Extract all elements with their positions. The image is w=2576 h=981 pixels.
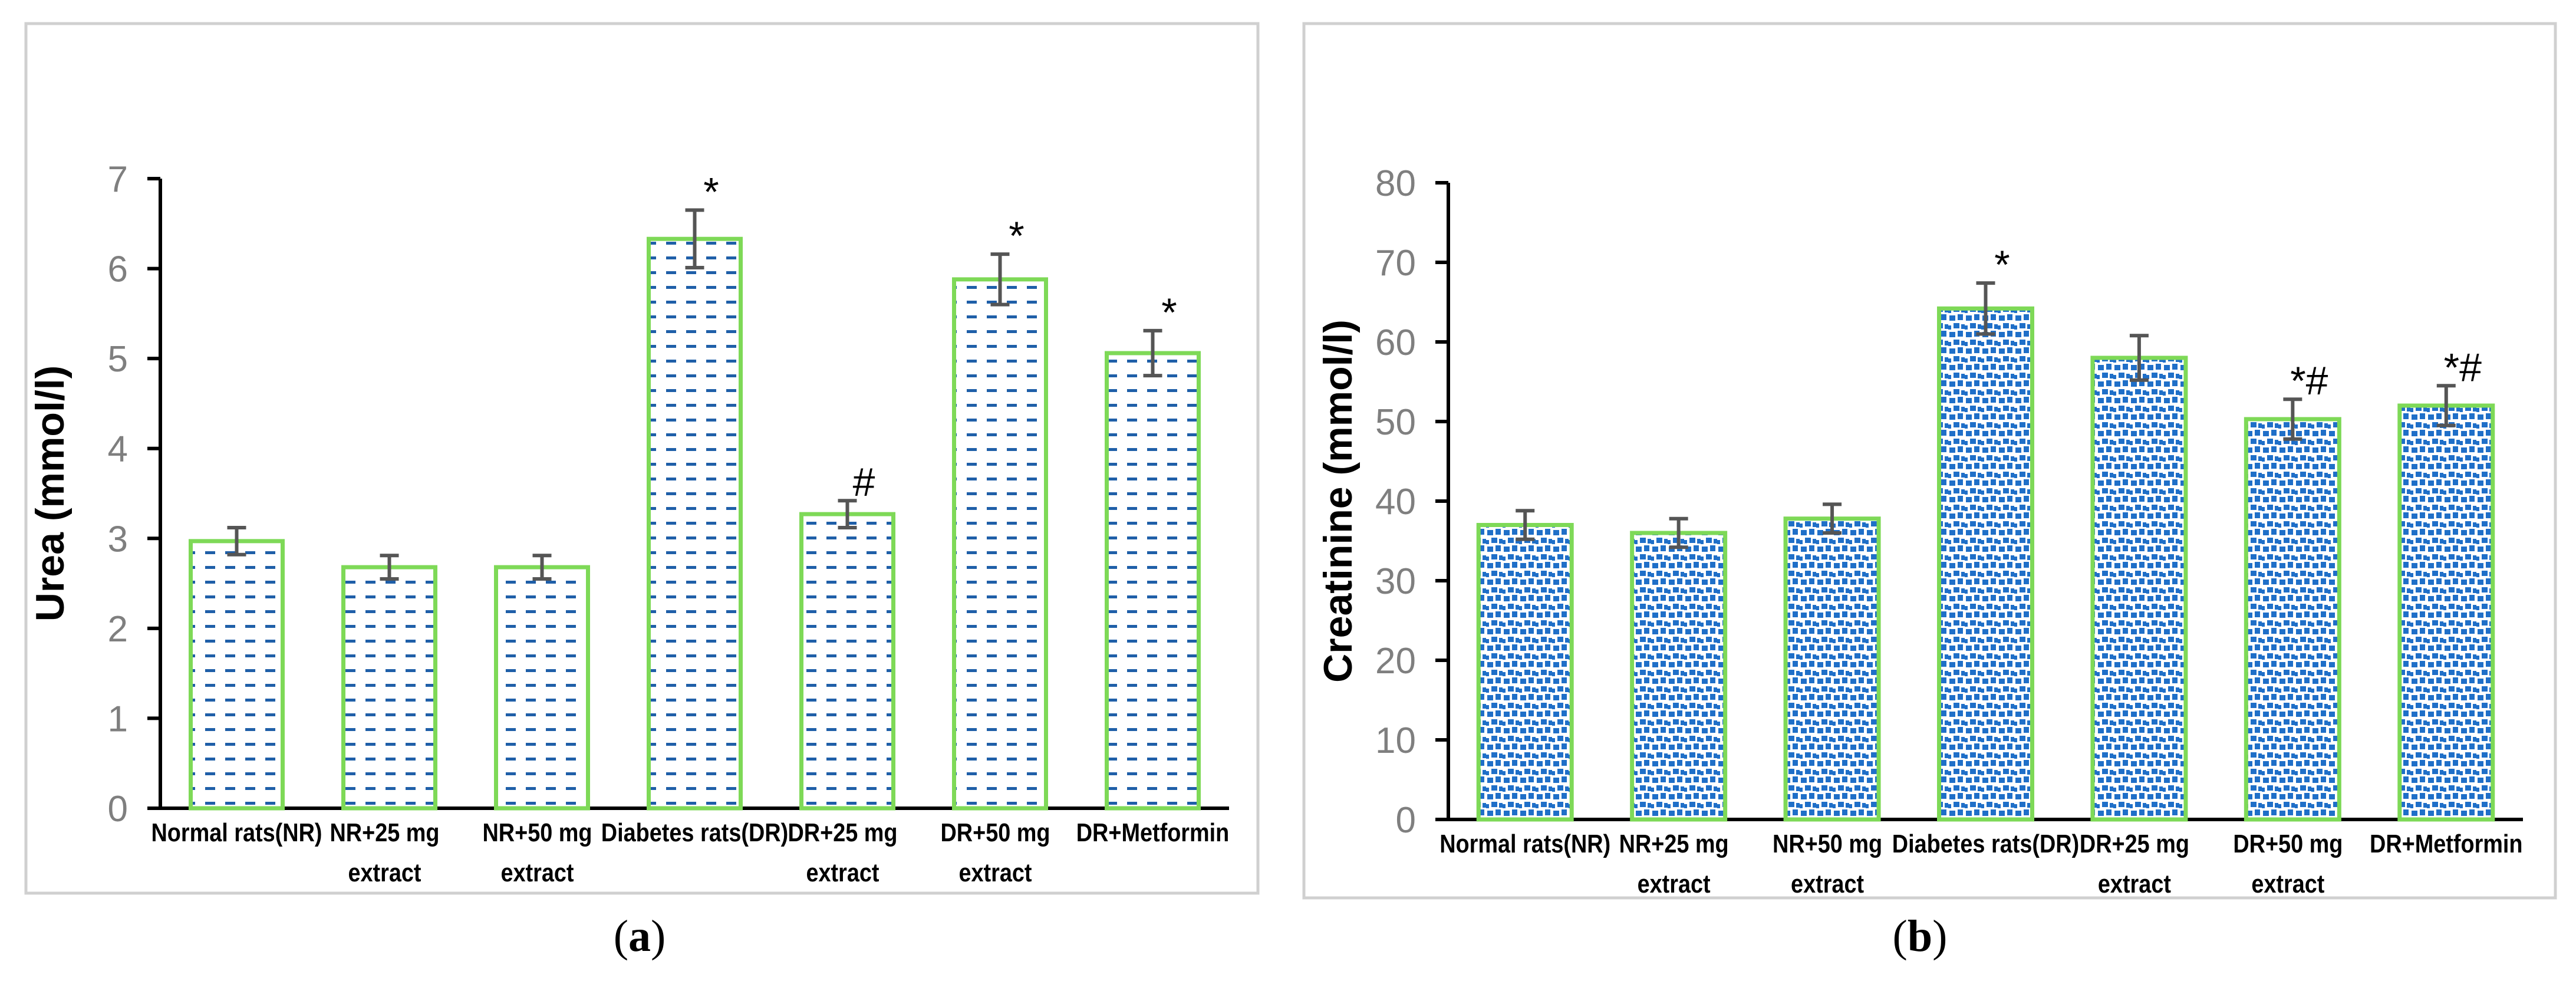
bar bbox=[189, 539, 285, 811]
x-category-label: Normal rats(NR) bbox=[151, 818, 322, 847]
x-category-label: DR+50 mg bbox=[940, 818, 1050, 847]
y-axis-title: Creatinine (mmol/l) bbox=[1316, 320, 1361, 683]
x-category-label: Diabetes rats(DR) bbox=[601, 818, 788, 847]
panel-caption-a: (a) bbox=[613, 911, 666, 961]
x-category-label: extract bbox=[958, 858, 1032, 887]
x-category-label: extract bbox=[1638, 869, 1711, 898]
y-tick-label: 1 bbox=[108, 699, 128, 739]
x-category-label: NR+25 mg bbox=[330, 818, 439, 847]
y-tick-label: 0 bbox=[108, 789, 128, 829]
urea-chart: 0 1 2 3 4 5 6 7 Urea (mmol/l) Normal rats(NR) NR+2… bbox=[24, 22, 1260, 895]
bar bbox=[952, 277, 1048, 811]
y-axis-title: Urea (mmol/l) bbox=[28, 366, 73, 622]
bar bbox=[647, 236, 743, 811]
bar bbox=[1937, 306, 2034, 822]
y-tick-label: 0 bbox=[1396, 800, 1416, 841]
x-category-label: DR+25 mg bbox=[788, 818, 897, 847]
bar bbox=[1783, 516, 1881, 822]
x-category-label: NR+50 mg bbox=[482, 818, 592, 847]
x-category-label: DR+Metformin bbox=[2370, 829, 2523, 858]
bar bbox=[799, 512, 895, 811]
bar bbox=[494, 565, 590, 811]
significance-marker: * bbox=[1994, 242, 2010, 287]
significance-marker: *# bbox=[2444, 345, 2482, 390]
y-tick-label: 40 bbox=[1375, 482, 1416, 522]
significance-marker: # bbox=[853, 460, 875, 505]
x-category-label: DR+50 mg bbox=[2233, 829, 2343, 858]
x-category-label: extract bbox=[806, 858, 879, 887]
y-tick-label: 30 bbox=[1375, 561, 1416, 602]
y-tick-label: 50 bbox=[1375, 402, 1416, 443]
x-category-label: extract bbox=[1791, 869, 1864, 898]
y-tick-label: 10 bbox=[1375, 720, 1416, 761]
bar bbox=[2397, 403, 2495, 822]
bar bbox=[1630, 531, 1728, 822]
y-tick-label: 70 bbox=[1375, 243, 1416, 284]
y-tick-label: 2 bbox=[108, 609, 128, 650]
y-tick-label: 6 bbox=[108, 249, 128, 290]
y-tick-label: 60 bbox=[1375, 322, 1416, 363]
chart-panel-a: 0 1 2 3 4 5 6 7 Urea (mmol/l) Normal rats(NR) NR+2… bbox=[24, 22, 1260, 961]
y-tick-label: 4 bbox=[108, 429, 128, 470]
x-category-label: extract bbox=[348, 858, 421, 887]
creatinine-chart: 0 10 20 30 40 50 60 70 80 Creatinine (mmol/l) Norm… bbox=[1302, 22, 2557, 900]
bar bbox=[1476, 523, 1574, 822]
significance-marker: * bbox=[1009, 213, 1024, 258]
bar bbox=[2090, 355, 2188, 822]
significance-marker: * bbox=[1161, 290, 1177, 335]
x-category-label: NR+50 mg bbox=[1773, 829, 1882, 858]
x-category-label: Normal rats(NR) bbox=[1439, 829, 1610, 858]
x-category-label: extract bbox=[2098, 869, 2171, 898]
chart-panel-b: 0 10 20 30 40 50 60 70 80 Creatinine (mmol/l) Norm… bbox=[1288, 0, 2576, 981]
panel-caption-b: (b) bbox=[1892, 911, 1948, 961]
bar bbox=[341, 565, 437, 811]
y-tick-label: 80 bbox=[1375, 163, 1416, 204]
y-tick-label: 5 bbox=[108, 339, 128, 380]
significance-marker: *# bbox=[2290, 358, 2328, 403]
x-category-label: Diabetes rats(DR) bbox=[1892, 829, 2079, 858]
x-category-label: DR+Metformin bbox=[1076, 818, 1230, 847]
x-category-label: NR+25 mg bbox=[1619, 829, 1729, 858]
y-tick-label: 3 bbox=[108, 519, 128, 559]
x-category-label: extract bbox=[500, 858, 574, 887]
bar bbox=[2244, 417, 2341, 822]
significance-marker: * bbox=[703, 169, 719, 214]
x-category-label: extract bbox=[2251, 869, 2324, 898]
y-tick-label: 20 bbox=[1375, 641, 1416, 682]
bar bbox=[1105, 351, 1201, 811]
y-tick-label: 7 bbox=[108, 159, 128, 200]
x-category-label: DR+25 mg bbox=[2080, 829, 2189, 858]
